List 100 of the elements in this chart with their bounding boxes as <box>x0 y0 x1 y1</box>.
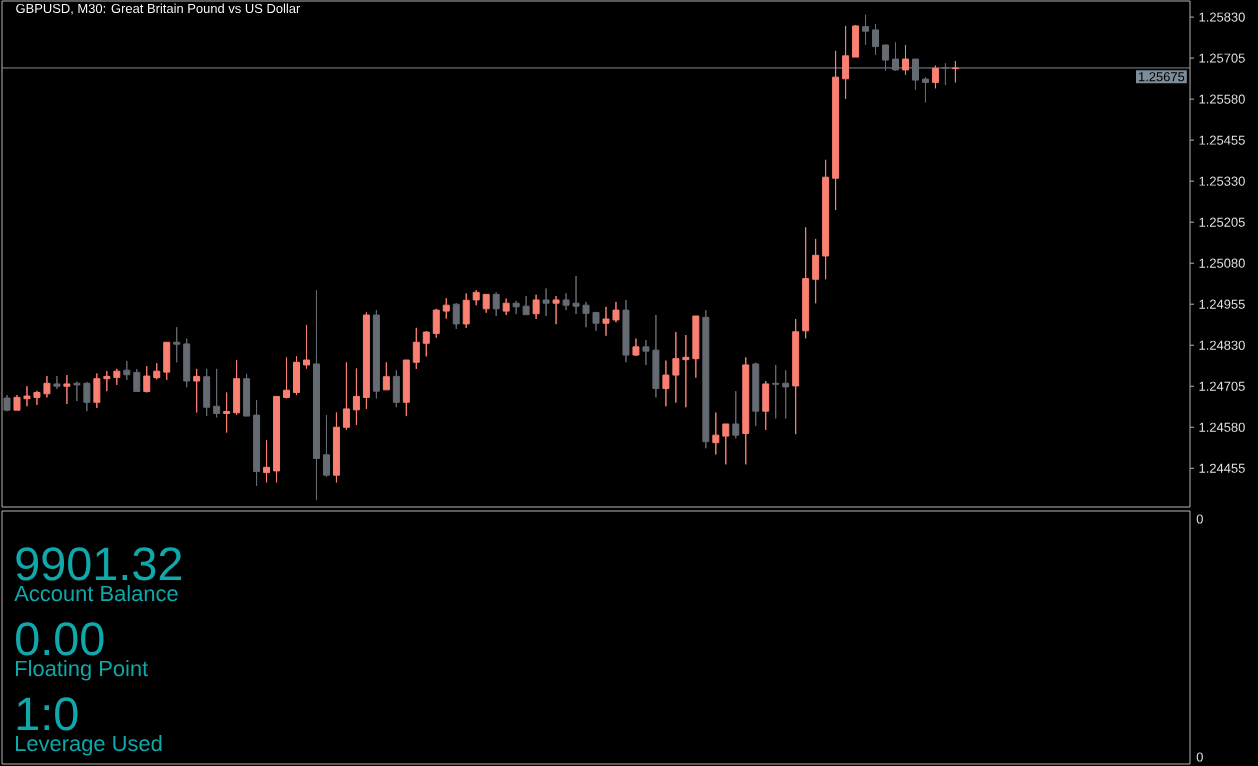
candlestick <box>941 62 949 86</box>
candlestick <box>33 390 41 406</box>
candlestick <box>722 423 730 465</box>
candlestick <box>782 369 790 419</box>
text: 0 <box>1196 752 1203 762</box>
text: 0 <box>1196 514 1203 524</box>
candlestick <box>632 338 640 357</box>
candlestick <box>482 293 490 314</box>
candlestick <box>322 414 330 478</box>
text: 1:0 <box>17 697 78 731</box>
candlestick <box>702 309 710 449</box>
text: 9901.32 <box>16 547 182 581</box>
candlestick <box>43 375 51 398</box>
candlestick <box>522 295 530 316</box>
candlestick <box>23 385 31 407</box>
candlestick <box>552 295 560 325</box>
text: Account Balance <box>14 585 178 602</box>
candlestick <box>772 364 780 419</box>
candlestick <box>283 356 291 399</box>
candlestick <box>103 370 111 392</box>
candlestick <box>752 362 760 427</box>
text: Floating Point <box>16 660 149 681</box>
candlestick <box>502 298 510 316</box>
candlestick <box>892 41 899 72</box>
candlestick <box>312 289 320 501</box>
candlestick <box>303 324 310 370</box>
candlestick <box>712 412 720 455</box>
y-tick-label: 1.25705 <box>1199 53 1245 63</box>
y-tick-label: 1.25455 <box>1199 135 1245 145</box>
candlestick <box>173 326 181 363</box>
y-tick-label: 1.25830 <box>1199 12 1245 22</box>
candlestick <box>822 159 830 280</box>
candlestick <box>83 381 91 412</box>
y-tick-label: 1.24455 <box>1199 463 1245 473</box>
candlestick <box>253 399 261 487</box>
candlestick <box>382 361 390 391</box>
candlestick <box>612 301 620 323</box>
candlestick <box>442 297 450 320</box>
y-tick-label: 1.24830 <box>1199 340 1245 350</box>
candlestick <box>213 368 221 418</box>
candlestick <box>113 368 121 386</box>
candlestick <box>882 44 890 72</box>
candlestick <box>422 330 430 357</box>
y-tick-label: 1.25205 <box>1199 217 1245 227</box>
candlestick <box>682 334 690 408</box>
candlestick <box>462 292 470 329</box>
y-tick-label: 1.25080 <box>1199 258 1245 268</box>
candlestick <box>742 356 750 465</box>
candlestick <box>911 58 919 91</box>
candlestick <box>672 331 680 404</box>
candlestick <box>862 14 870 46</box>
candlestick <box>842 25 850 100</box>
candlestick <box>452 302 460 330</box>
candlestick <box>193 368 201 413</box>
candlestick <box>652 314 660 398</box>
candlestick <box>13 394 21 411</box>
candlestick <box>163 341 171 381</box>
candlestick <box>293 355 300 396</box>
candlestick <box>73 381 81 402</box>
candlestick <box>123 360 131 381</box>
y-tick-label: 1.25580 <box>1199 94 1245 104</box>
candlestick <box>732 390 740 439</box>
candlestick <box>273 395 281 483</box>
candlestick <box>352 368 360 426</box>
candlestick <box>332 412 340 483</box>
candlestick <box>63 374 71 405</box>
candlestick <box>492 291 500 317</box>
candlestick <box>93 372 101 409</box>
candlestick <box>812 238 820 304</box>
candlestick <box>402 359 410 417</box>
candlestick <box>243 373 251 417</box>
candlestick <box>532 294 540 320</box>
candlestick <box>901 44 909 76</box>
candlestick <box>852 24 860 58</box>
candlestick <box>233 359 241 416</box>
candlestick <box>183 338 191 388</box>
candlestick <box>802 226 810 339</box>
candlestick <box>562 292 570 311</box>
candlestick <box>692 315 700 379</box>
candlestick <box>542 287 550 317</box>
candlestick <box>662 360 670 407</box>
candlestick <box>223 391 231 434</box>
candlestick <box>53 375 61 390</box>
text: 0.00 <box>16 622 104 656</box>
candlestick <box>572 275 580 315</box>
y-tick-label: 1.25330 <box>1199 176 1245 186</box>
candlestick <box>432 308 440 339</box>
candlestick <box>921 76 929 103</box>
candlestick <box>931 65 939 89</box>
y-tick-label: 1.24580 <box>1199 422 1245 432</box>
ref-line-label: 1.25675 <box>1138 72 1185 82</box>
candlestick <box>792 318 800 435</box>
chart-title: GBPUSD, M30: Great Britain Pound vs US Dollar <box>16 3 301 15</box>
candlestick <box>582 301 590 328</box>
candlestick <box>872 23 880 56</box>
candlestick <box>832 50 840 211</box>
candlestick <box>203 368 211 417</box>
y-tick-label: 1.24705 <box>1199 381 1245 391</box>
candlestick <box>622 299 630 363</box>
candlestick <box>512 300 520 315</box>
